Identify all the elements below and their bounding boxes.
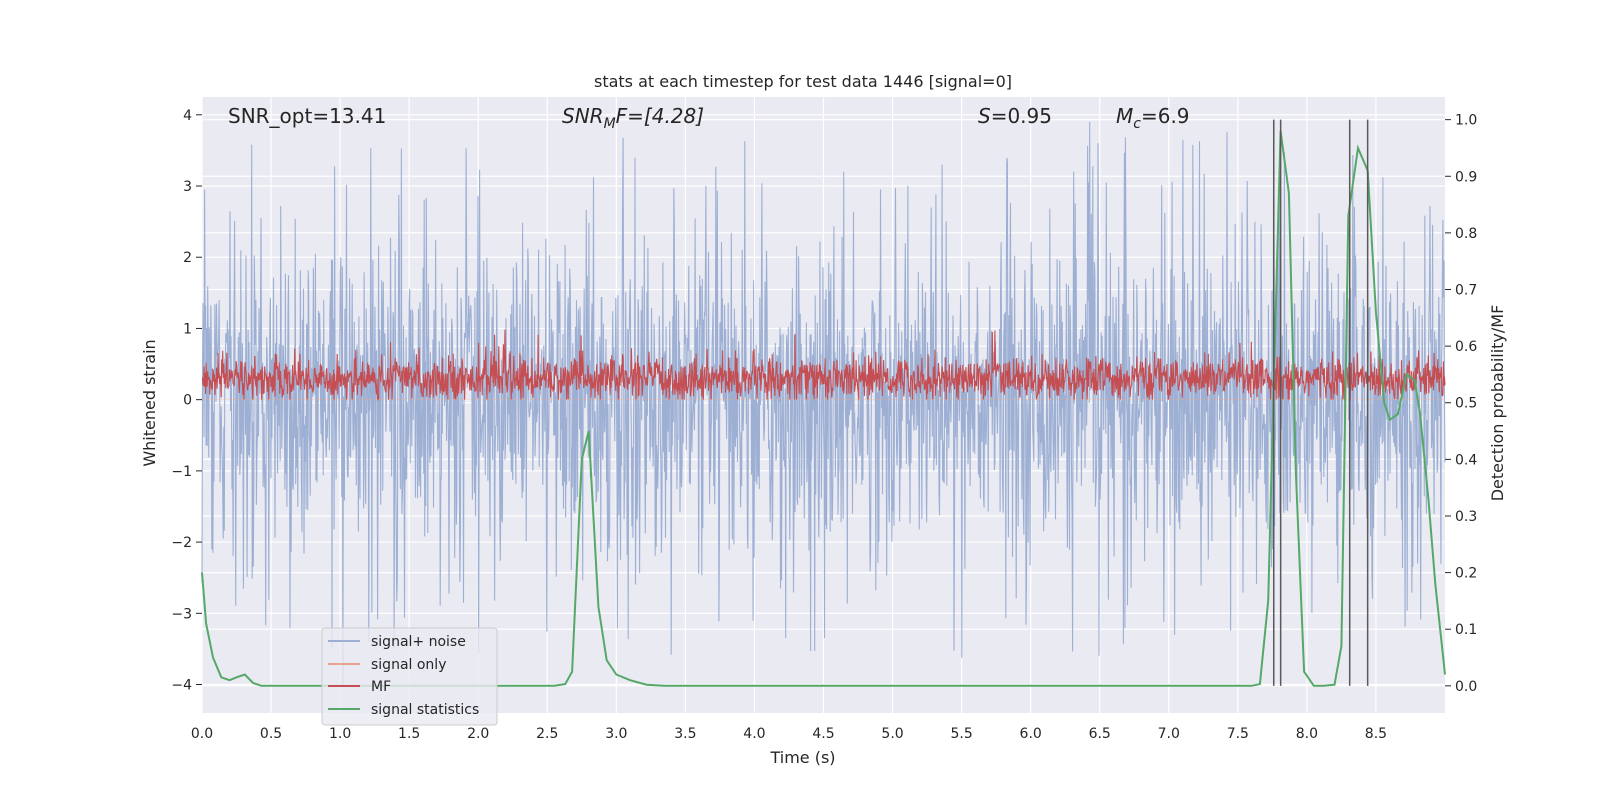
annotation-mc: Mc=6.9 [1116,104,1190,132]
x-tick-label: 8.0 [1296,726,1318,742]
x-tick-label: 0.5 [260,726,282,742]
x-tick-label: 5.0 [881,726,903,742]
legend-entry-mf: MF [328,679,391,695]
x-axis-ticks: 0.0 0.5 1.0 1.5 2.0 2.5 3.0 3.5 4.0 4.5 5.0 5.5 6.0 6… [191,726,1387,742]
x-tick-label: 5.5 [950,726,972,742]
y2-axis-ticks: 0.0 0.1 0.2 0.3 0.4 0.5 0.6 0.7 0.8 0.9 1.0 [1445,113,1477,695]
annotation-mc-sub: c [1133,116,1141,132]
y2-tick-label: 0.8 [1455,226,1477,242]
y2-axis-label: Detection probability/MF [1488,305,1507,502]
x-tick-label: 6.5 [1089,726,1111,742]
signal-noise-line [201,121,1446,685]
y2-tick-label: 0.7 [1455,283,1477,299]
annotation-snr-mf-sub: M [604,116,616,132]
x-tick-label: 6.0 [1020,726,1042,742]
y-tick-label: −2 [171,535,192,551]
y2-tick-label: 0.0 [1455,679,1477,695]
legend: signal+ noise signal only MF signal stat… [321,627,498,726]
y-tick-label: −3 [171,606,192,622]
annotation-mc-var: M [1116,104,1133,128]
y-tick-label: −4 [171,678,192,694]
x-tick-label: 2.5 [536,726,558,742]
y2-tick-label: 0.4 [1455,452,1477,468]
x-tick-label: 1.0 [329,726,351,742]
x-tick-label: 4.0 [743,726,765,742]
y2-tick-label: 0.5 [1455,396,1477,412]
y-tick-label: 2 [183,250,192,266]
y-tick-label: 0 [183,393,192,409]
y2-tick-label: 0.3 [1455,509,1477,525]
y2-tick-label: 0.1 [1455,622,1477,638]
x-tick-label: 3.5 [674,726,696,742]
annotation-snr-mf: SNRMF=[4.28] [562,104,704,132]
legend-entry-signal-only: signal only [328,657,446,673]
y-axis-ticks: −4 −3 −2 −1 0 1 2 3 4 [171,108,202,694]
annotation-snr-opt: SNR_opt=13.41 [228,104,386,128]
x-tick-label: 4.5 [812,726,834,742]
annotations: SNR_opt=13.41 SNRMF=[4.28] S=0.95 Mc=6.9 [228,104,1190,132]
legend-entry-signal-noise: signal+ noise [328,634,466,650]
signal-statistics-line [201,130,1446,687]
legend-label-signal-statistics: signal statistics [371,702,479,718]
series-mf [201,329,1446,401]
x-tick-label: 0.0 [191,726,213,742]
chart-title: stats at each timestep for test data 144… [594,72,1012,91]
x-tick-label: 7.5 [1227,726,1249,742]
y2-tick-label: 0.6 [1455,339,1477,355]
y-tick-label: 4 [183,108,192,124]
y-tick-label: 3 [183,179,192,195]
mf-line [201,329,1446,401]
y2-tick-label: 0.9 [1455,169,1477,185]
vertical-markers [1272,119,1369,686]
y2-tick-label: 0.2 [1455,566,1477,582]
x-tick-label: 1.5 [398,726,420,742]
x-axis-label: Time (s) [769,748,835,767]
y-tick-label: 1 [183,321,192,337]
annotation-s: S=0.95 [978,104,1052,128]
annotation-s-var: S [978,104,991,128]
annotation-snr-mf-f: F=[4.28] [616,104,704,128]
annotation-s-value: =0.95 [991,104,1052,128]
y-tick-label: −1 [171,464,192,480]
legend-label-signal-noise: signal+ noise [371,634,466,650]
legend-label-mf: MF [371,679,391,695]
legend-entry-signal-statistics: signal statistics [328,702,479,718]
x-tick-label: 2.0 [467,726,489,742]
x-tick-label: 7.0 [1158,726,1180,742]
legend-label-signal-only: signal only [371,657,446,673]
series-signal-statistics [201,130,1446,687]
series-signal-noise [201,121,1446,685]
legend-box [321,627,498,726]
annotation-mc-value: =6.9 [1141,104,1190,128]
x-tick-label: 3.0 [605,726,627,742]
x-tick-label: 8.5 [1365,726,1387,742]
y2-tick-label: 1.0 [1455,113,1477,129]
y-axis-label: Whitened strain [140,339,159,466]
annotation-snr-mf-var: SNR [562,104,604,128]
